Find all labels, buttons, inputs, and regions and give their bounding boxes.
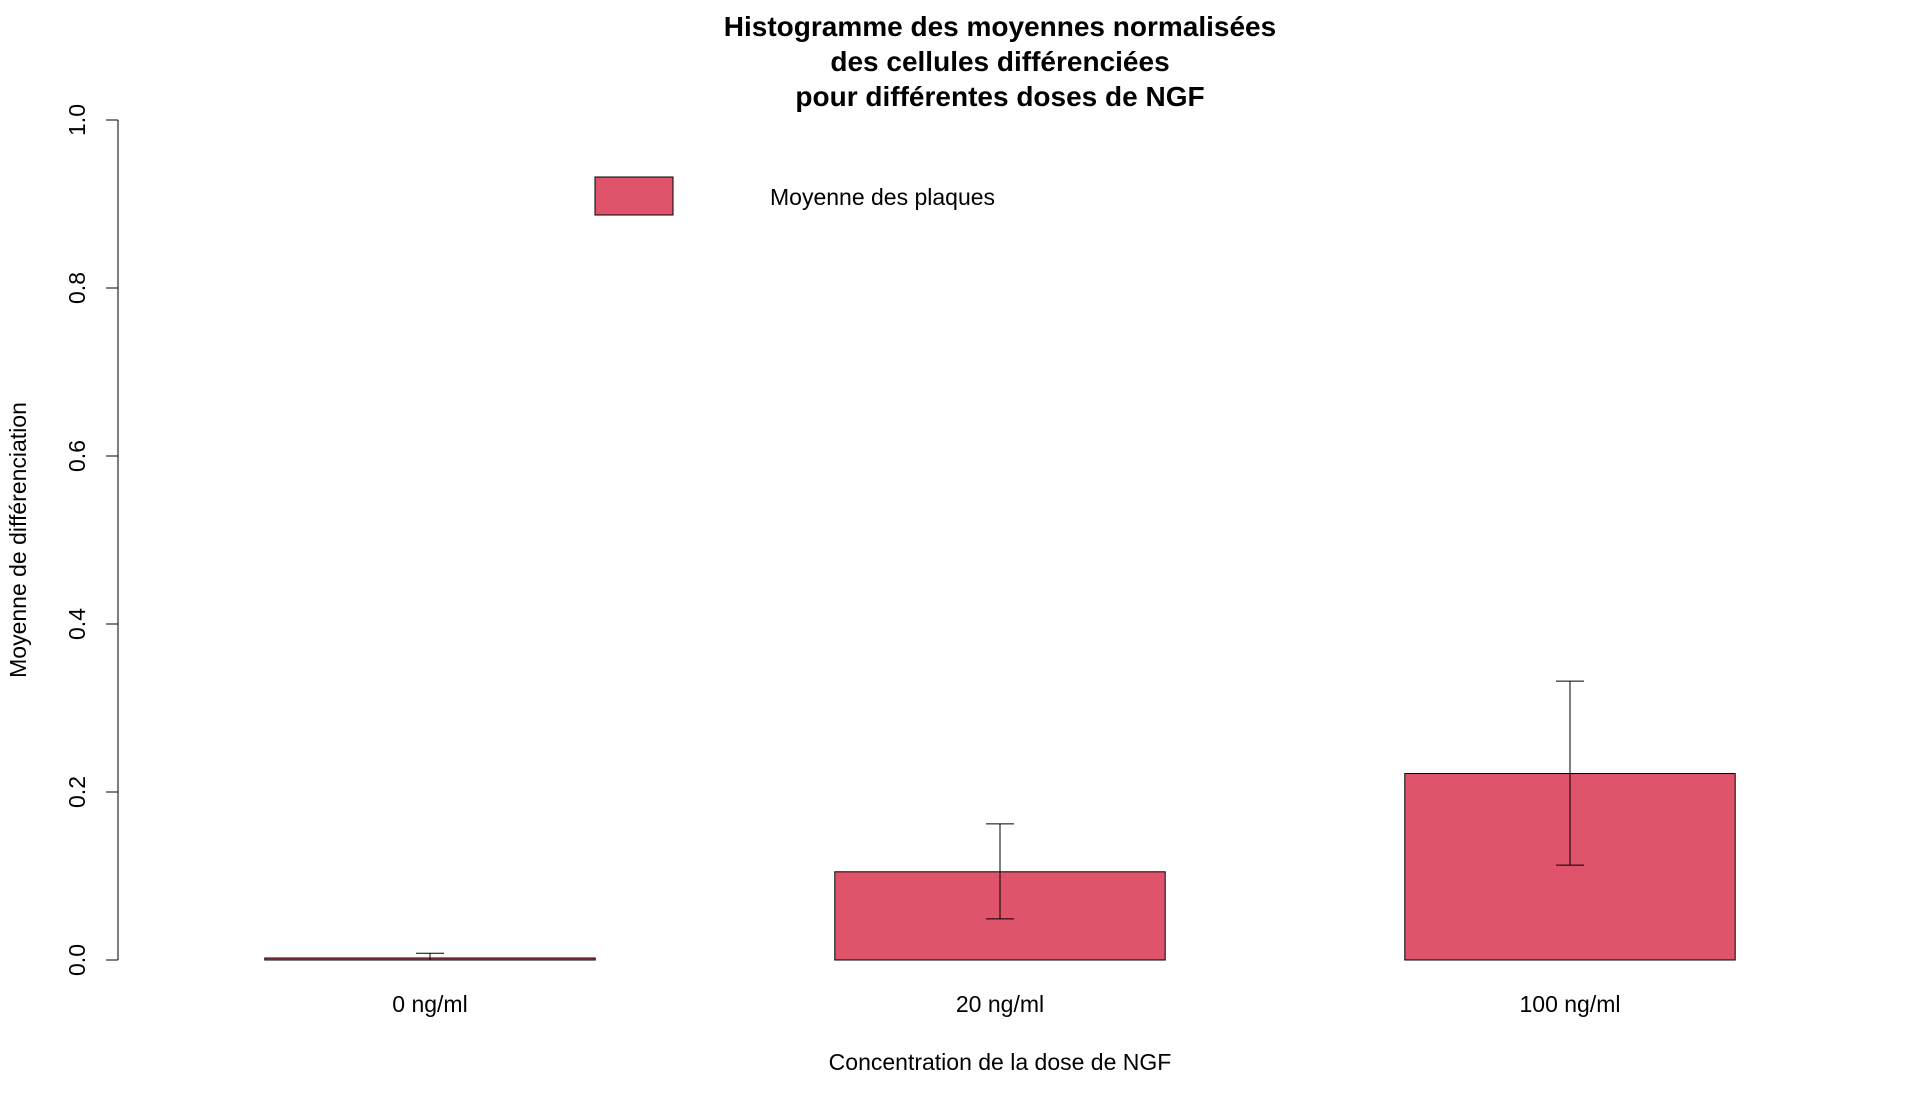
x-tick-label: 0 ng/ml — [392, 991, 467, 1017]
x-tick-label: 100 ng/ml — [1519, 991, 1620, 1017]
y-axis: 0.0 0.2 0.4 0.6 0.8 1.0 — [64, 104, 119, 976]
x-axis-tick-labels: 0 ng/ml 20 ng/ml 100 ng/ml — [392, 991, 1620, 1017]
legend: Moyenne des plaques — [594, 176, 995, 216]
y-tick-label: 0.0 — [64, 944, 90, 976]
y-tick-label: 0.8 — [64, 272, 90, 304]
chart-title-line-1: Histogramme des moyennes normalisées — [724, 11, 1276, 42]
x-axis-label: Concentration de la dose de NGF — [829, 1049, 1172, 1075]
y-tick-label: 0.6 — [64, 440, 90, 472]
bars-group — [264, 680, 1736, 961]
y-tick-label: 0.2 — [64, 776, 90, 808]
chart-title-line-2: des cellules différenciées — [830, 46, 1169, 77]
legend-swatch — [594, 176, 674, 216]
chart-title-line-3: pour différentes doses de NGF — [795, 81, 1204, 112]
y-tick-label: 1.0 — [64, 104, 90, 136]
x-tick-label: 20 ng/ml — [956, 991, 1044, 1017]
y-tick-label: 0.4 — [64, 608, 90, 640]
legend-label: Moyenne des plaques — [770, 184, 995, 210]
y-axis-label: Moyenne de différenciation — [5, 402, 31, 678]
